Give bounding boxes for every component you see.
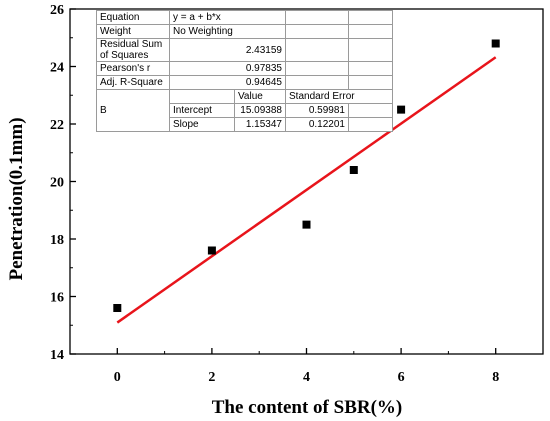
y-tick-label: 26 xyxy=(50,3,64,18)
table-row: Equation y = a + b*x xyxy=(96,10,393,25)
x-tick-label: 0 xyxy=(114,370,121,385)
table-row: Adj. R-Square 0.94645 xyxy=(96,75,393,90)
data-point xyxy=(207,246,216,255)
data-point xyxy=(113,304,122,312)
y-tick-labels: 14 16 18 20 22 24 26 xyxy=(50,3,64,363)
equation-label: Equation xyxy=(96,10,170,25)
table-row: Residual Sum of Squares 2.43159 xyxy=(96,38,393,62)
slope-value: 1.15347 xyxy=(234,117,286,132)
table-row: Pearson's r 0.97835 xyxy=(96,61,393,76)
x-tick-label: 6 xyxy=(398,370,405,385)
x-tick-label: 4 xyxy=(303,370,310,385)
intercept-label: Intercept xyxy=(169,103,235,118)
equation-value: y = a + b*x xyxy=(169,10,286,25)
fit-results-table: Equation y = a + b*x Weight No Weighting… xyxy=(96,10,393,132)
x-axis-title: The content of SBR(%) xyxy=(212,397,403,418)
data-point xyxy=(491,39,500,48)
y-axis-title: Penetration(0.1mm) xyxy=(6,117,27,280)
slope-label: Slope xyxy=(169,117,235,132)
tick-marks xyxy=(69,8,544,355)
data-points xyxy=(113,39,500,312)
y-tick-label: 24 xyxy=(50,61,64,76)
adj-rsquare-label: Adj. R-Square xyxy=(96,75,170,90)
rss-label: Residual Sum of Squares xyxy=(96,38,170,62)
rss-value: 2.43159 xyxy=(169,38,286,62)
adj-rsquare-value: 0.94645 xyxy=(169,75,286,90)
table-row: B Value Standard Error xyxy=(96,89,393,132)
b-label: B xyxy=(96,89,170,132)
table-row: Slope 1.15347 0.12201 xyxy=(97,117,393,132)
y-tick-label: 18 xyxy=(50,233,64,248)
slope-se: 0.12201 xyxy=(285,117,349,132)
data-point xyxy=(397,105,406,114)
standard-error-header: Standard Error xyxy=(285,89,393,104)
y-tick-label: 22 xyxy=(50,118,64,133)
intercept-se: 0.59981 xyxy=(285,103,349,118)
fit-line-group xyxy=(116,56,497,324)
y-tick-label: 14 xyxy=(50,348,64,363)
pearson-value: 0.97835 xyxy=(169,61,286,76)
fit-line xyxy=(116,56,497,324)
data-point xyxy=(302,220,311,229)
x-tick-label: 8 xyxy=(492,370,499,385)
table-row: Intercept 15.09388 0.59981 xyxy=(97,103,393,118)
x-tick-label: 2 xyxy=(208,370,215,385)
x-tick-labels: 0 2 4 6 8 xyxy=(114,370,499,385)
y-tick-label: 20 xyxy=(50,176,64,191)
weight-label: Weight xyxy=(96,24,170,39)
value-header: Value xyxy=(234,89,286,104)
intercept-value: 15.09388 xyxy=(234,103,286,118)
y-tick-label: 16 xyxy=(50,291,64,306)
table-row: Weight No Weighting xyxy=(96,24,393,39)
data-point xyxy=(349,166,358,174)
weight-value: No Weighting xyxy=(169,24,286,39)
pearson-label: Pearson's r xyxy=(96,61,170,76)
